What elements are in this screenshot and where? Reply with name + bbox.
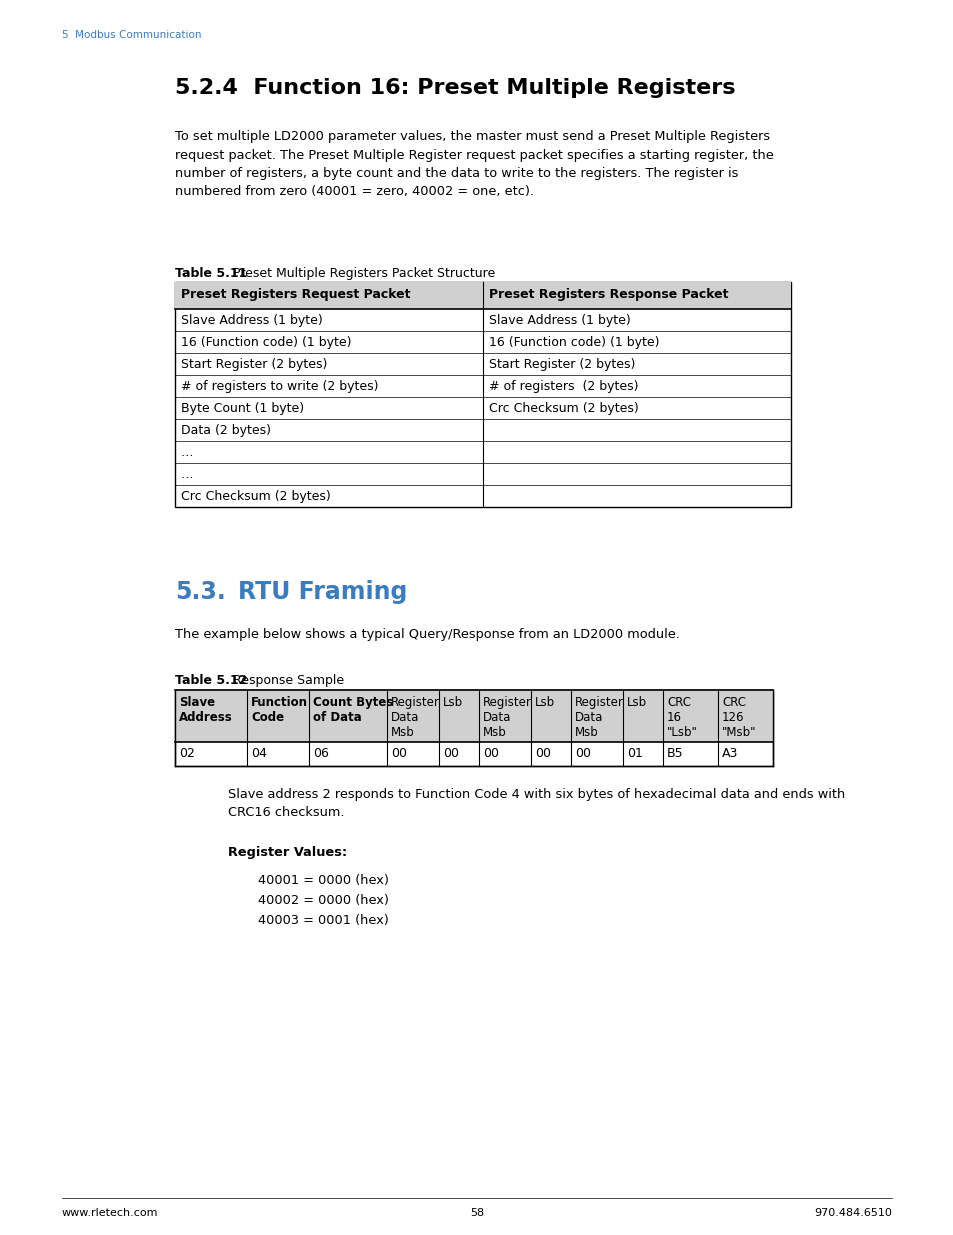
Text: RTU Framing: RTU Framing — [237, 580, 407, 604]
Text: The example below shows a typical Query/Response from an LD2000 module.: The example below shows a typical Query/… — [174, 629, 679, 641]
Text: 06: 06 — [313, 747, 329, 760]
Text: "Lsb": "Lsb" — [666, 726, 698, 739]
Text: 126: 126 — [721, 711, 743, 724]
Text: Table 5.11: Table 5.11 — [174, 267, 247, 280]
Text: "Msb": "Msb" — [721, 726, 756, 739]
Text: 5.2.4  Function 16: Preset Multiple Registers: 5.2.4 Function 16: Preset Multiple Regis… — [174, 78, 735, 98]
Text: Msb: Msb — [575, 726, 598, 739]
Text: Register Values:: Register Values: — [228, 846, 347, 860]
Text: …: … — [181, 446, 193, 459]
Text: Crc Checksum (2 bytes): Crc Checksum (2 bytes) — [489, 403, 639, 415]
Text: Address: Address — [179, 711, 233, 724]
Text: Count Bytes: Count Bytes — [313, 697, 393, 709]
Text: B5: B5 — [666, 747, 683, 760]
Text: 00: 00 — [391, 747, 407, 760]
Text: Slave: Slave — [179, 697, 214, 709]
Text: 00: 00 — [482, 747, 498, 760]
Text: of Data: of Data — [313, 711, 361, 724]
Text: Data: Data — [391, 711, 419, 724]
Text: 5  Modbus Communication: 5 Modbus Communication — [62, 30, 201, 40]
Text: Msb: Msb — [482, 726, 506, 739]
Text: Register: Register — [391, 697, 439, 709]
Text: 00: 00 — [442, 747, 458, 760]
Text: 16 (Function code) (1 byte): 16 (Function code) (1 byte) — [181, 336, 351, 350]
Text: 00: 00 — [535, 747, 551, 760]
Bar — [174, 690, 772, 766]
Text: Response Sample: Response Sample — [225, 674, 344, 687]
Text: 04: 04 — [251, 747, 267, 760]
Text: Data: Data — [482, 711, 511, 724]
Text: Start Register (2 bytes): Start Register (2 bytes) — [181, 358, 327, 370]
Text: CRC: CRC — [666, 697, 690, 709]
Bar — [174, 282, 790, 309]
Text: 5.3.: 5.3. — [174, 580, 226, 604]
Text: www.rletech.com: www.rletech.com — [62, 1208, 158, 1218]
Text: 970.484.6510: 970.484.6510 — [813, 1208, 891, 1218]
Text: Data: Data — [575, 711, 602, 724]
Text: Byte Count (1 byte): Byte Count (1 byte) — [181, 403, 304, 415]
Text: CRC: CRC — [721, 697, 745, 709]
Text: Register: Register — [482, 697, 532, 709]
Text: Preset Registers Response Packet: Preset Registers Response Packet — [489, 288, 728, 301]
Text: To set multiple LD2000 parameter values, the master must send a Preset Multiple : To set multiple LD2000 parameter values,… — [174, 130, 773, 199]
Bar — [174, 690, 772, 742]
Text: 16 (Function code) (1 byte): 16 (Function code) (1 byte) — [489, 336, 659, 350]
Text: Start Register (2 bytes): Start Register (2 bytes) — [489, 358, 635, 370]
Text: Preset Registers Request Packet: Preset Registers Request Packet — [181, 288, 410, 301]
Text: Slave Address (1 byte): Slave Address (1 byte) — [489, 314, 630, 327]
Text: 00: 00 — [575, 747, 590, 760]
Text: 16: 16 — [666, 711, 681, 724]
Text: 40001 = 0000 (hex)
40002 = 0000 (hex)
40003 = 0001 (hex): 40001 = 0000 (hex) 40002 = 0000 (hex) 40… — [257, 874, 389, 927]
Text: …: … — [181, 468, 193, 480]
Text: # of registers to write (2 bytes): # of registers to write (2 bytes) — [181, 380, 378, 393]
Text: 58: 58 — [470, 1208, 483, 1218]
Text: Msb: Msb — [391, 726, 415, 739]
Bar — [174, 282, 790, 508]
Text: Lsb: Lsb — [535, 697, 555, 709]
Text: Lsb: Lsb — [442, 697, 462, 709]
Text: Code: Code — [251, 711, 284, 724]
Text: Crc Checksum (2 bytes): Crc Checksum (2 bytes) — [181, 490, 331, 503]
Text: 01: 01 — [626, 747, 642, 760]
Text: Register: Register — [575, 697, 623, 709]
Text: Slave Address (1 byte): Slave Address (1 byte) — [181, 314, 322, 327]
Text: Slave address 2 responds to Function Code 4 with six bytes of hexadecimal data a: Slave address 2 responds to Function Cod… — [228, 788, 844, 820]
Text: A3: A3 — [721, 747, 738, 760]
Text: Function: Function — [251, 697, 308, 709]
Text: 02: 02 — [179, 747, 194, 760]
Text: # of registers  (2 bytes): # of registers (2 bytes) — [489, 380, 638, 393]
Text: Preset Multiple Registers Packet Structure: Preset Multiple Registers Packet Structu… — [225, 267, 495, 280]
Text: Lsb: Lsb — [626, 697, 646, 709]
Text: Data (2 bytes): Data (2 bytes) — [181, 424, 271, 437]
Text: Table 5.12: Table 5.12 — [174, 674, 247, 687]
